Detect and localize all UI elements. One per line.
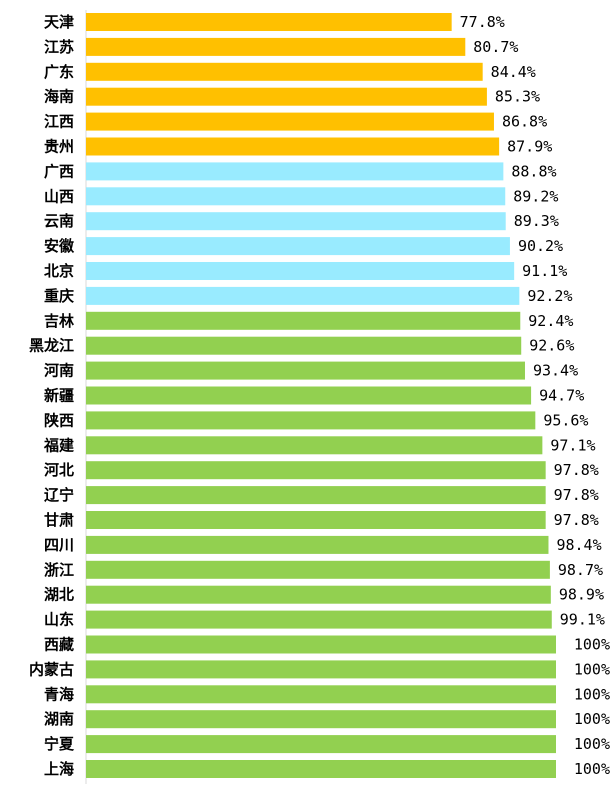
value-label-26: 100% [574,636,610,654]
bar-16 [86,386,532,405]
bar-12 [86,286,520,305]
bar-15 [86,361,525,380]
value-label-11: 91.1% [522,262,567,280]
bar-1 [86,13,452,31]
value-labels-group: 77.8% 80.7% 84.4% 85.3% 86.8% 87.9% 88.8% 89.2%… [460,13,610,778]
bar-29 [86,710,556,729]
value-label-19: 97.8% [554,461,599,479]
category-label-29: 湖南 [44,710,74,728]
bar-23 [86,560,550,579]
bar-4 [86,87,487,106]
bar-10 [86,237,510,256]
bar-9 [86,212,506,231]
category-label-11: 北京 [44,262,74,280]
bar-20 [86,486,546,505]
value-label-25: 99.1% [560,611,605,629]
value-label-7: 88.8% [511,162,556,180]
bar-21 [86,511,546,529]
value-label-31: 100% [574,760,610,778]
category-label-3: 广东 [44,63,74,81]
category-label-15: 河南 [44,362,74,380]
bar-25 [86,610,552,629]
bar-14 [86,336,522,355]
bar-13 [86,311,521,330]
category-label-18: 福建 [43,436,75,454]
bar-5 [86,112,494,131]
value-label-18: 97.1% [550,436,595,454]
bar-28 [86,685,556,704]
category-label-2: 江苏 [44,38,74,56]
bar-18 [86,436,543,455]
category-label-25: 山东 [44,611,74,629]
category-label-5: 江西 [44,113,74,131]
category-label-16: 新疆 [44,387,74,405]
value-label-24: 98.9% [559,586,604,604]
category-label-8: 山西 [44,187,74,205]
value-label-13: 92.4% [528,312,573,330]
category-label-10: 安徽 [44,237,75,255]
value-label-20: 97.8% [554,486,599,504]
value-label-27: 100% [574,660,610,678]
bar-24 [86,585,551,604]
bar-27 [86,660,556,679]
category-label-19: 河北 [44,461,74,479]
category-label-13: 吉林 [44,312,75,330]
bars-group [86,13,556,778]
value-label-8: 89.2% [513,187,558,205]
value-label-12: 92.2% [527,287,572,305]
bar-17 [86,411,536,430]
value-label-14: 92.6% [529,337,574,355]
bar-31 [86,760,556,778]
bar-22 [86,535,549,554]
category-label-24: 湖北 [44,586,74,604]
category-label-9: 云南 [44,212,74,230]
category-label-22: 四川 [44,536,74,554]
value-label-6: 87.9% [507,138,552,156]
value-label-3: 84.4% [491,63,536,81]
value-label-30: 100% [574,735,610,753]
category-label-12: 重庆 [44,287,74,305]
value-label-17: 95.6% [543,411,588,429]
value-label-29: 100% [574,710,610,728]
value-label-21: 97.8% [554,511,599,529]
bar-2 [86,37,466,56]
value-label-28: 100% [574,685,610,703]
bar-3 [86,62,483,81]
category-label-31: 上海 [44,760,74,778]
category-label-17: 陕西 [44,411,74,429]
value-label-1: 77.8% [460,13,505,31]
value-label-23: 98.7% [558,561,603,579]
bar-26 [86,635,556,654]
value-label-5: 86.8% [502,113,547,131]
category-label-21: 甘肃 [44,511,74,529]
category-label-1: 天津 [44,13,74,31]
category-label-27: 内蒙古 [29,660,74,678]
category-label-6: 贵州 [44,138,74,156]
bar-7 [86,162,504,181]
value-label-15: 93.4% [533,362,578,380]
bar-6 [86,137,500,156]
bar-30 [86,735,556,754]
value-label-9: 89.3% [514,212,559,230]
value-label-4: 85.3% [495,88,540,106]
category-label-4: 海南 [44,88,74,106]
value-label-16: 94.7% [539,387,584,405]
bar-11 [86,262,515,280]
value-label-22: 98.4% [556,536,601,554]
category-label-23: 浙江 [44,561,74,579]
category-label-30: 宁夏 [44,735,75,753]
value-label-2: 80.7% [473,38,518,56]
category-label-7: 广西 [44,162,74,180]
value-label-10: 90.2% [518,237,563,255]
bar-19 [86,461,546,480]
category-label-20: 辽宁 [44,486,74,504]
category-label-26: 西藏 [44,636,74,654]
category-label-28: 青海 [44,685,74,703]
category-label-14: 黑龙江 [29,337,74,355]
bar-8 [86,187,506,206]
category-labels-group: 天津江苏广东海南江西贵州广西山西云南安徽北京重庆吉林黑龙江河南新疆陕西福建河北辽… [29,13,75,778]
